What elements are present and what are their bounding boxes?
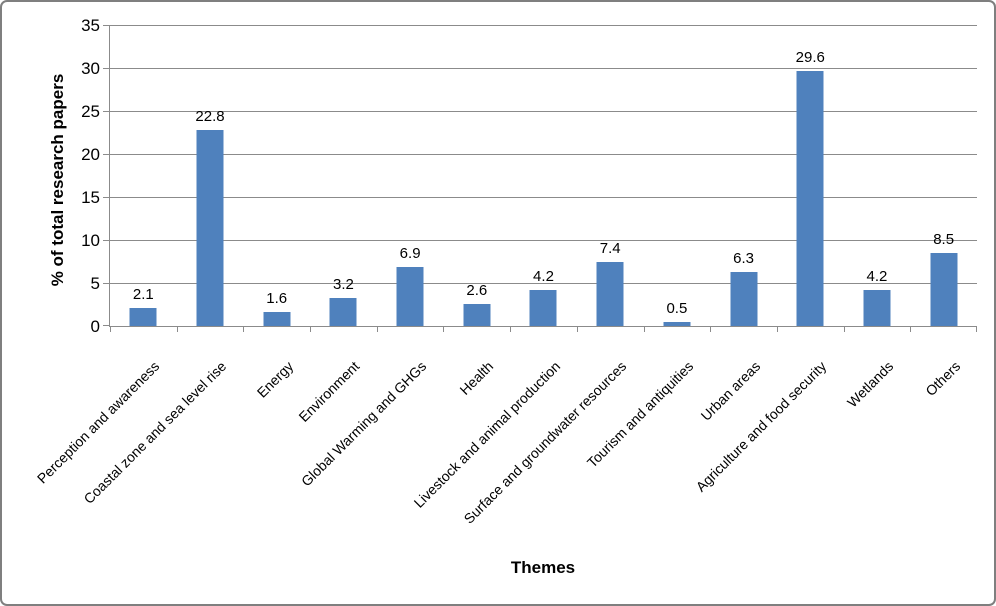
bar-slot: 22.8: [177, 25, 244, 326]
y-axis-tick: [103, 68, 109, 69]
bar-slot: 4.2: [510, 25, 577, 326]
bar: [529, 289, 557, 326]
y-tick-label: 35: [81, 16, 100, 35]
bar: [930, 252, 958, 326]
gridline: [110, 111, 977, 112]
x-category-label: Wetlands: [843, 358, 897, 411]
x-category-label: Global Warming and GHGs: [297, 358, 430, 490]
x-axis-tick: [576, 326, 578, 332]
bar-slot: 29.6: [777, 25, 844, 326]
y-axis-tick: [103, 111, 109, 112]
bar: [263, 312, 291, 326]
x-axis-tick: [443, 326, 445, 332]
bar-value-label: 0.5: [666, 299, 688, 317]
bar-value-label: 22.8: [195, 107, 225, 125]
bar-value-label: 29.6: [795, 49, 825, 67]
bar-slot: 6.9: [377, 25, 444, 326]
y-axis-tick: [103, 240, 109, 241]
bar-value-label: 2.1: [132, 285, 154, 303]
gridline: [110, 25, 977, 26]
bar: [329, 298, 357, 326]
bar-value-label: 4.2: [533, 267, 554, 285]
x-category-label: Others: [921, 358, 963, 400]
x-category-label: Health: [456, 358, 497, 398]
bar: [396, 266, 424, 326]
plot-area: 2.1 22.8 1.6 3.2 6.9 2.6 4.2 7.4 0.5 6.3 29.6 4.2 8.…: [103, 25, 977, 332]
gridline: [110, 283, 977, 284]
y-tick-label: 0: [90, 317, 100, 336]
x-axis-category-labels: Perception and awareness Coastal zone and…: [34, 327, 977, 562]
bar-value-label: 6.9: [399, 244, 421, 262]
gridline: [110, 154, 977, 155]
x-axis-tick: [643, 326, 645, 332]
y-axis-tick: [103, 197, 109, 198]
bar-slot: 7.4: [577, 25, 644, 326]
x-category-label: Agriculture and food security: [692, 358, 830, 495]
bar: [596, 262, 624, 326]
x-category-label: Perception and awareness: [34, 358, 163, 487]
y-axis-tick: [103, 154, 109, 155]
x-category-label: Urban areas: [697, 358, 763, 424]
bar-value-label: 7.4: [599, 240, 621, 258]
y-tick-label: 30: [81, 59, 100, 78]
bar-slot: 1.6: [243, 25, 310, 326]
x-axis-tick: [243, 326, 245, 332]
bar-slot: 8.5: [910, 25, 977, 326]
gridline: [110, 240, 977, 241]
x-category-label: Coastal zone and sea level rise: [80, 358, 230, 507]
bar-value-label: 4.2: [866, 267, 888, 285]
bar: [663, 321, 691, 326]
bar-slot: 0.5: [644, 25, 711, 326]
y-tick-label: 25: [81, 102, 100, 121]
x-axis-tick: [910, 326, 912, 332]
y-tick-label: 10: [81, 231, 100, 250]
bar-slot: 6.3: [710, 25, 777, 326]
x-axis-tick: [310, 326, 312, 332]
bar: [796, 71, 824, 326]
y-axis-tick-labels: 0 5 10 15 20 25 30 35: [2, 17, 100, 336]
bar: [129, 307, 157, 326]
bar-slot: 2.6: [443, 25, 510, 326]
y-axis-tick: [103, 325, 109, 326]
y-axis-tick: [103, 283, 109, 284]
bar-value-label: 1.6: [266, 290, 288, 308]
gridline: [110, 197, 977, 198]
x-axis-tick: [376, 326, 378, 332]
bar: [196, 129, 224, 326]
y-tick-label: 15: [81, 188, 100, 207]
bar: [730, 271, 758, 326]
x-axis-tick: [976, 326, 977, 332]
gridline: [110, 68, 977, 69]
x-axis-tick: [776, 326, 778, 332]
bar-value-label: 3.2: [332, 276, 354, 294]
bar-slot: 3.2: [310, 25, 377, 326]
x-axis-tick: [176, 326, 178, 332]
x-category-label: Energy: [253, 358, 297, 401]
y-axis-tick: [103, 25, 109, 26]
y-tick-label: 5: [90, 274, 100, 293]
bar-value-label: 6.3: [733, 249, 754, 267]
x-axis-tick: [843, 326, 845, 332]
x-axis-tick: [710, 326, 712, 332]
bar: [463, 303, 491, 326]
y-tick-label: 20: [81, 145, 100, 164]
bar-value-label: 2.6: [466, 281, 488, 299]
bar: [863, 289, 891, 326]
x-axis-tick: [110, 326, 111, 332]
bar-slot: 4.2: [844, 25, 911, 326]
bar-value-label: 8.5: [933, 230, 955, 248]
x-axis-title: Themes: [510, 558, 576, 577]
x-axis-tick: [510, 326, 512, 332]
x-category-label: Environment: [295, 358, 363, 425]
bar-slot: 2.1: [110, 25, 177, 326]
